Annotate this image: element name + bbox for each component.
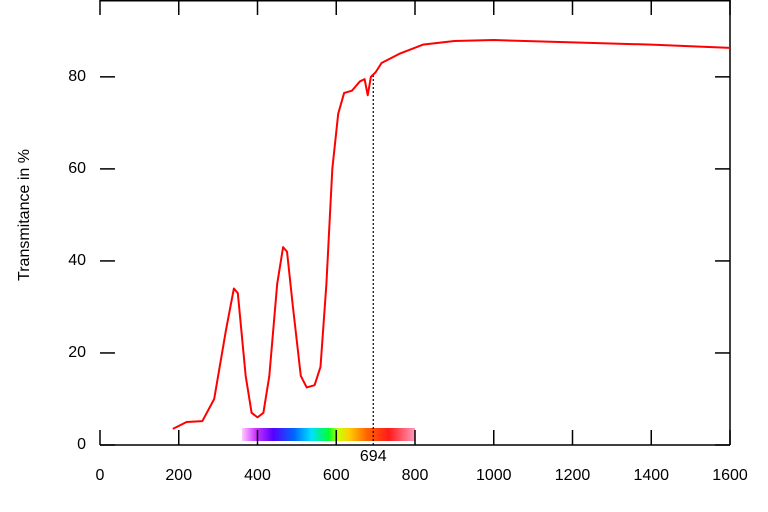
x-tick-label: 200 <box>165 467 192 484</box>
visible-spectrum <box>242 428 415 441</box>
y-tick-label: 0 <box>77 436 86 453</box>
annotation-label: 694 <box>360 448 387 465</box>
data-line <box>172 39 731 430</box>
x-tick-label: 400 <box>244 467 271 484</box>
y-tick-label: 40 <box>68 252 86 269</box>
x-tick-label: 600 <box>323 467 350 484</box>
y-axis-label: Transmitance in % <box>16 149 33 281</box>
y-tick-label: 20 <box>68 344 86 361</box>
y-tick-label: 60 <box>68 160 86 177</box>
x-tick-label: 1000 <box>476 467 512 484</box>
x-tick-label: 1200 <box>555 467 591 484</box>
x-tick-label: 1400 <box>633 467 669 484</box>
x-tick-label: 0 <box>96 467 105 484</box>
x-tick-label: 800 <box>402 467 429 484</box>
y-tick-label: 80 <box>68 68 86 85</box>
x-tick-label: 1600 <box>712 467 748 484</box>
